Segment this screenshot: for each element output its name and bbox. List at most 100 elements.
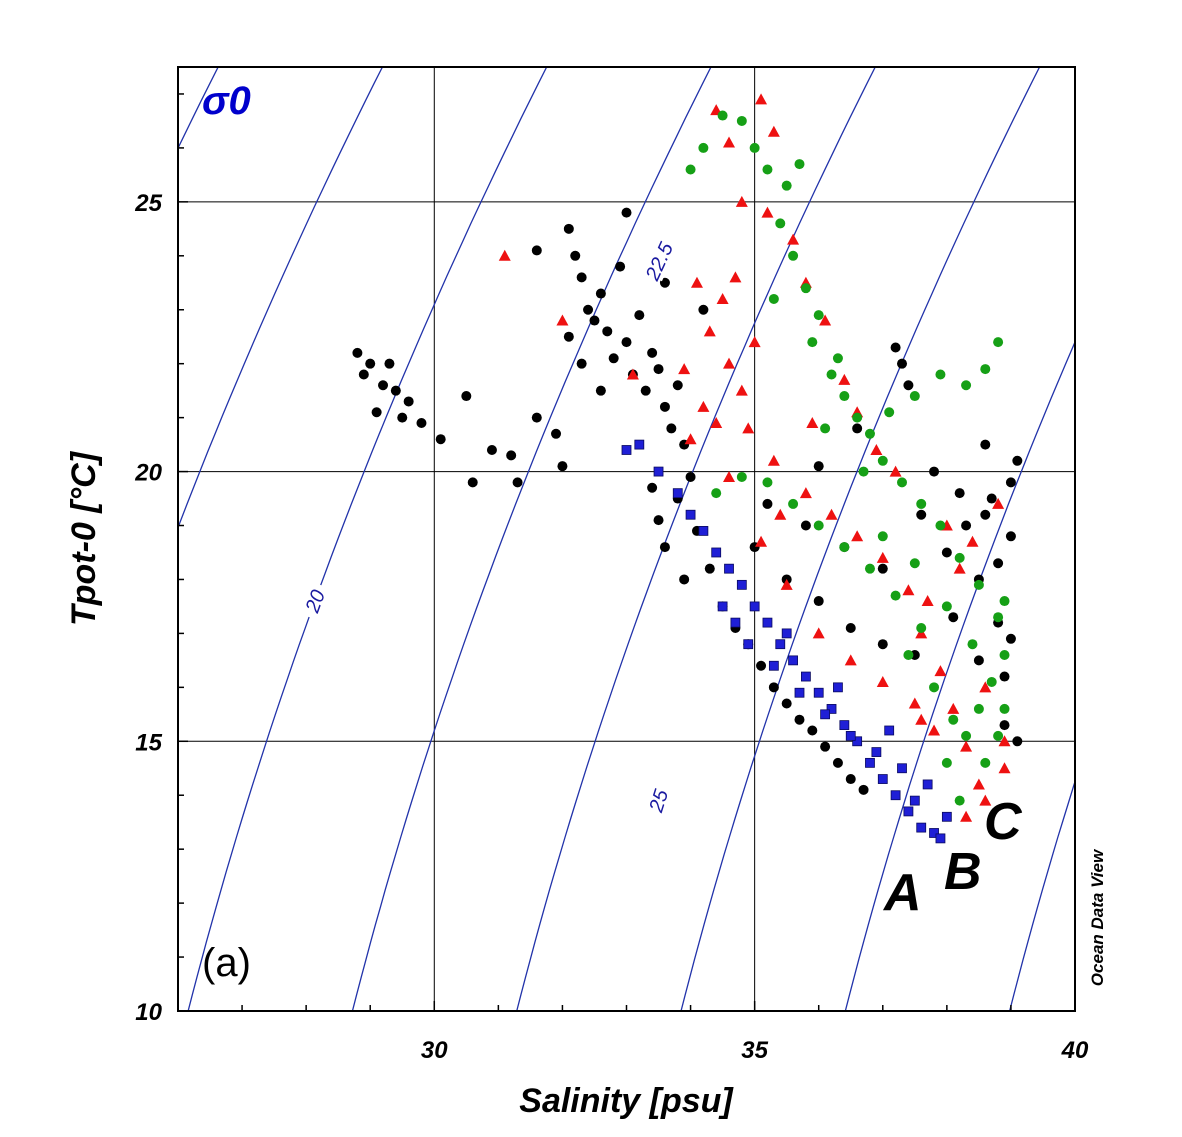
black-point-13: [486, 444, 497, 455]
green-point-23: [993, 612, 1004, 623]
green-point-59: [768, 293, 779, 304]
black-point-15: [512, 477, 523, 488]
black-point-18: [557, 461, 568, 472]
green-point-48: [980, 364, 991, 375]
green-point-36: [839, 542, 850, 553]
blue-point-18: [865, 757, 875, 768]
blue-point-5: [698, 526, 709, 536]
red-point-2: [626, 368, 639, 380]
green-point-39: [762, 477, 773, 488]
red-point-12: [723, 357, 736, 369]
green-point-3: [736, 115, 747, 126]
green-point-30: [980, 757, 991, 768]
blue-point-4: [685, 509, 696, 520]
red-point-29: [972, 778, 985, 790]
green-point-31: [993, 730, 1004, 741]
black-point-92: [980, 509, 991, 520]
data-points: [352, 93, 1023, 844]
red-point-46: [966, 535, 979, 547]
blue-point-27: [794, 687, 805, 698]
red-point-9: [787, 233, 800, 245]
green-point-18: [897, 477, 908, 488]
red-point-41: [819, 314, 832, 326]
green-point-41: [711, 488, 722, 499]
green-point-46: [935, 369, 946, 380]
blue-point-21: [903, 806, 914, 817]
black-point-70: [916, 509, 927, 520]
green-point-53: [909, 558, 920, 569]
black-point-23: [563, 331, 574, 342]
green-point-56: [999, 596, 1010, 607]
red-point-53: [806, 417, 819, 429]
red-point-48: [953, 562, 966, 574]
isopycnal-30: [1008, 779, 1075, 1011]
black-point-4: [384, 358, 395, 369]
green-point-1: [698, 142, 709, 153]
blue-point-17: [852, 736, 863, 747]
green-point-6: [781, 180, 792, 191]
black-point-9: [416, 418, 427, 429]
y-tick-label-10: 10: [135, 999, 162, 1026]
blue-point-9: [749, 601, 760, 612]
black-point-22: [583, 304, 594, 315]
red-point-55: [921, 595, 934, 607]
red-point-30: [960, 810, 973, 822]
green-point-15: [852, 412, 863, 423]
green-point-22: [973, 579, 984, 590]
black-point-69: [877, 563, 888, 574]
green-point-47: [961, 380, 972, 391]
green-point-34: [890, 590, 901, 601]
red-point-58: [774, 508, 787, 520]
red-point-39: [755, 535, 768, 547]
black-point-53: [781, 698, 792, 709]
black-point-25: [589, 315, 600, 326]
isopycnal-contours: [178, 67, 1075, 1011]
black-point-64: [877, 639, 888, 650]
blue-point-29: [845, 730, 856, 741]
green-point-28: [941, 757, 952, 768]
green-point-35: [864, 563, 875, 574]
black-point-86: [890, 342, 901, 353]
green-point-10: [800, 283, 811, 294]
black-point-16: [531, 412, 542, 423]
black-point-72: [961, 520, 972, 531]
panel-label: (a): [202, 941, 251, 985]
green-point-16: [864, 428, 875, 439]
green-point-24: [999, 649, 1010, 660]
red-point-11: [703, 325, 716, 337]
red-point-14: [697, 400, 710, 412]
black-point-90: [929, 466, 940, 477]
green-point-58: [820, 423, 831, 434]
green-point-54: [941, 601, 952, 612]
green-point-32: [999, 703, 1010, 714]
red-point-4: [723, 136, 736, 148]
green-point-50: [884, 407, 895, 418]
black-point-2: [365, 358, 376, 369]
y-tick-label-20: 20: [134, 460, 162, 487]
grid-lines: [178, 67, 1075, 1011]
red-point-59: [723, 470, 736, 482]
contour-label-bg-2: [642, 781, 674, 821]
black-point-94: [993, 558, 1004, 569]
red-point-56: [979, 681, 992, 693]
green-point-57: [832, 353, 843, 364]
isopycnal-20: [187, 67, 548, 1011]
black-point-54: [794, 714, 805, 725]
red-point-34: [908, 697, 921, 709]
black-point-40: [647, 482, 658, 493]
red-point-38: [780, 578, 793, 590]
contour-label-bg-0: [298, 581, 332, 621]
green-point-12: [807, 337, 818, 348]
red-point-50: [690, 276, 703, 288]
red-point-33: [928, 724, 941, 736]
black-point-29: [615, 261, 626, 272]
black-point-99: [595, 385, 606, 396]
black-point-88: [813, 461, 824, 472]
sigma-label: σ0: [202, 79, 251, 123]
blue-point-28: [820, 709, 831, 720]
blue-point-11: [775, 639, 786, 650]
blue-point-26: [768, 660, 779, 671]
blue-point-39: [909, 795, 920, 806]
black-point-35: [653, 364, 664, 375]
